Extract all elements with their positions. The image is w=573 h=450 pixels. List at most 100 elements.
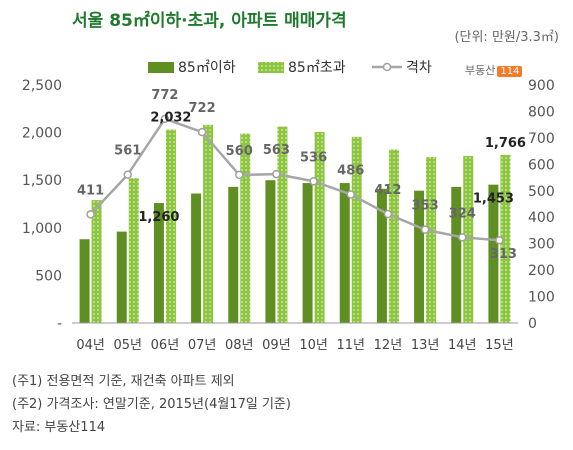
bar-85-under bbox=[79, 239, 90, 323]
y-left-tick-label: 2,500 bbox=[22, 78, 62, 94]
y-left-tick-label: 500 bbox=[35, 268, 62, 284]
y-right-tick-label: 500 bbox=[528, 184, 555, 200]
gap-point bbox=[383, 209, 393, 219]
gap-data-label: 324 bbox=[449, 206, 476, 221]
legend-swatch-85-under bbox=[148, 62, 174, 73]
y-left-tick-label: - bbox=[57, 316, 62, 332]
chart-area: - 500 1,000 1,500 2,000 2,500 0 100 200 300 400 50… bbox=[22, 60, 555, 353]
gap-data-label: 722 bbox=[189, 101, 216, 116]
x-tick-label: 04년 bbox=[76, 338, 105, 353]
bar-85-under bbox=[265, 180, 276, 323]
note-source: 자료: 부동산114 bbox=[12, 420, 106, 435]
bar-85-over bbox=[500, 154, 511, 323]
bar-85-over bbox=[426, 157, 437, 323]
legend-label-85-over: 85㎡초과 bbox=[288, 60, 346, 76]
bar-85-under bbox=[339, 183, 350, 323]
y-left-tick-label: 2,000 bbox=[22, 126, 62, 142]
gap-data-label: 536 bbox=[300, 150, 327, 165]
gap-point bbox=[272, 169, 281, 179]
bar-85-under-data-label: 1,453 bbox=[473, 192, 514, 207]
gap-data-label: 412 bbox=[374, 183, 401, 198]
bar-85-over bbox=[203, 124, 214, 323]
bar-85-over-data-label: 2,032 bbox=[150, 111, 191, 126]
gap-point bbox=[197, 127, 207, 137]
y-right-tick-label: 700 bbox=[528, 131, 555, 147]
x-tick-label: 09년 bbox=[262, 338, 291, 353]
y-left-tick-label: 1,000 bbox=[22, 221, 62, 237]
gap-data-label: 563 bbox=[263, 143, 290, 158]
x-tick-label: 06년 bbox=[151, 338, 180, 353]
gap-point bbox=[235, 170, 244, 180]
x-tick-label: 08년 bbox=[225, 338, 254, 353]
gap-point bbox=[160, 114, 170, 124]
bar-85-over bbox=[277, 126, 288, 323]
note-2: (주2) 가격조사: 연말기준, 2015년(4월17일 기준) bbox=[12, 397, 291, 412]
left-axis: - 500 1,000 1,500 2,000 2,500 bbox=[22, 78, 62, 332]
legend-label-85-under: 85㎡이하 bbox=[178, 60, 236, 76]
bar-85-under bbox=[116, 231, 127, 323]
x-tick-label: 11년 bbox=[336, 338, 365, 353]
x-tick-label: 15년 bbox=[485, 338, 514, 353]
gap-series-line bbox=[89, 117, 500, 242]
x-tick-label: 14년 bbox=[448, 338, 477, 353]
data-labels: 411 561 772 722 560 563 536 486 412 353 324 313 1,26… bbox=[77, 88, 526, 262]
bar-85-over bbox=[240, 133, 251, 323]
bar-85-over bbox=[388, 149, 399, 323]
gap-point bbox=[495, 235, 504, 245]
bar-85-over-data-label: 1,766 bbox=[485, 136, 526, 151]
bar-85-over bbox=[314, 132, 325, 323]
y-right-tick-label: 100 bbox=[528, 290, 555, 306]
bar-85-under bbox=[153, 203, 164, 323]
bar-85-under bbox=[488, 184, 499, 323]
x-tick-label: 07년 bbox=[188, 338, 217, 353]
gap-point bbox=[458, 233, 467, 242]
note-1: (주1) 전용면적 기준, 재건축 아파트 제외 bbox=[12, 374, 235, 389]
y-right-tick-label: 900 bbox=[528, 78, 555, 94]
gap-point bbox=[420, 225, 430, 234]
gap-point bbox=[123, 170, 132, 179]
legend-swatch-85-over bbox=[258, 62, 284, 73]
unit-label: (단위: 만원/3.3㎡) bbox=[454, 30, 559, 45]
logo: 부동산 114 bbox=[465, 62, 551, 80]
bar-85-under bbox=[451, 186, 462, 323]
gap-data-label: 353 bbox=[412, 199, 439, 214]
gap-data-label: 411 bbox=[77, 183, 104, 198]
bar-85-under bbox=[191, 193, 202, 323]
x-tick-label: 05년 bbox=[113, 338, 142, 353]
right-axis: 0 100 200 300 400 500 600 700 800 900 bbox=[528, 78, 555, 332]
bar-85-over bbox=[165, 129, 176, 323]
bar-85-over bbox=[463, 156, 474, 323]
bar-85-over bbox=[351, 136, 362, 323]
x-tick-label: 13년 bbox=[411, 338, 440, 353]
x-axis: 04년 05년 06년 07년 08년 09년 10년 11년 12년 13년 14년 15년 bbox=[72, 322, 518, 353]
gap-data-label: 486 bbox=[337, 163, 364, 178]
y-right-tick-label: 200 bbox=[528, 263, 555, 279]
gap-point bbox=[86, 210, 95, 219]
y-left-tick-label: 1,500 bbox=[22, 173, 62, 189]
y-right-tick-label: 300 bbox=[528, 237, 555, 253]
gap-data-label: 561 bbox=[114, 144, 141, 159]
gap-data-label: 560 bbox=[226, 144, 253, 159]
bar-85-under bbox=[414, 190, 425, 323]
bar-85-under bbox=[302, 183, 313, 323]
x-tick-label: 12년 bbox=[374, 338, 403, 353]
y-right-tick-label: 400 bbox=[528, 210, 555, 226]
chart-title: 서울 85㎡이하·초과, 아파트 매매가격 bbox=[72, 11, 347, 31]
legend: 85㎡이하 85㎡초과 격차 bbox=[148, 60, 432, 76]
y-right-tick-label: 0 bbox=[528, 316, 537, 332]
gap-point bbox=[309, 177, 318, 186]
gap-data-label: 772 bbox=[151, 88, 178, 103]
gap-data-label: 313 bbox=[490, 247, 517, 262]
bar-85-under bbox=[228, 186, 239, 323]
bars bbox=[79, 124, 511, 323]
gap-point bbox=[346, 190, 355, 199]
bar-85-over bbox=[128, 178, 139, 323]
footnotes: (주1) 전용면적 기준, 재건축 아파트 제외 (주2) 가격조사: 연말기준… bbox=[12, 370, 291, 439]
bar-85-under bbox=[376, 188, 387, 323]
bar-85-over bbox=[91, 200, 102, 323]
legend-label-gap: 격차 bbox=[406, 60, 432, 76]
x-tick-label: 10년 bbox=[299, 338, 328, 353]
y-right-tick-label: 600 bbox=[528, 157, 555, 173]
legend-swatch-gap-marker bbox=[382, 62, 392, 72]
y-right-tick-label: 800 bbox=[528, 104, 555, 120]
